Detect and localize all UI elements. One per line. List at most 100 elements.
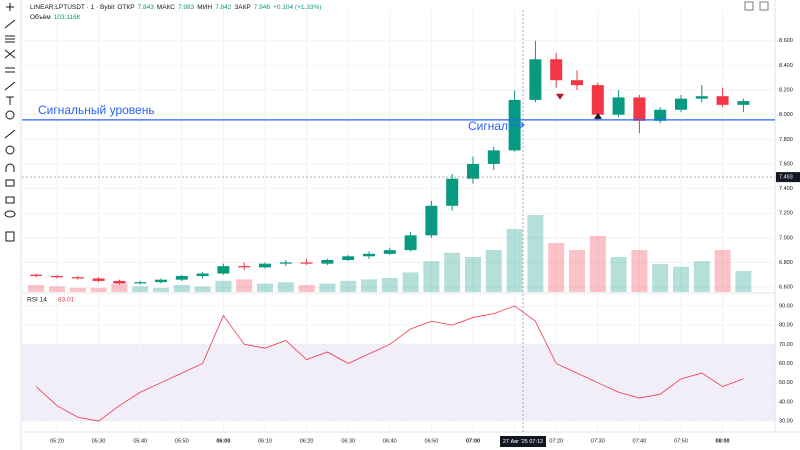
crosshair-time-box — [500, 436, 546, 447]
x-tick-label: 07:40 — [633, 438, 647, 444]
y2-tick-label: 40.00 — [779, 399, 793, 405]
line-tool[interactable] — [4, 19, 16, 29]
volume-bar — [381, 278, 398, 292]
x-tick-label: 06:20 — [300, 438, 314, 444]
stay-tool[interactable] — [5, 179, 15, 187]
x-tick-label: 07:30 — [591, 438, 605, 444]
settings-button[interactable] — [759, 1, 769, 11]
candle-body — [92, 278, 105, 281]
x-tick-label: 05:30 — [92, 438, 106, 444]
y-tick-label: 8.000 — [779, 112, 793, 118]
volume-bar — [236, 279, 253, 292]
volume-bar — [589, 236, 606, 292]
signal-level-label: Сигнальный уровень — [38, 103, 155, 117]
candle-body — [321, 259, 334, 264]
hide-tool[interactable] — [4, 210, 16, 218]
x-tick-label: 08:00 — [716, 438, 730, 444]
y2-tick-label: 30.00 — [779, 419, 793, 425]
volume-bar — [527, 215, 544, 292]
candle-body — [51, 275, 63, 278]
scroll-button[interactable] — [744, 1, 754, 11]
series-name: RSI 14 — [27, 297, 47, 304]
y-tick-label: 7.400 — [779, 186, 793, 192]
lock-tool[interactable] — [5, 196, 15, 204]
volume-bar — [652, 264, 669, 292]
y-tick-label: 7.000 — [779, 235, 793, 241]
symbol: LINEAR:LPTUSDT · 1 · Bybit — [30, 4, 115, 11]
y2-tick-label: 70.00 — [779, 342, 793, 348]
volume-bar — [90, 287, 107, 292]
candle-body — [404, 235, 417, 251]
zoom-tool[interactable] — [5, 145, 15, 155]
candle-body — [300, 262, 313, 264]
y-tick-label: 7.200 — [779, 211, 793, 217]
volume-bar — [465, 257, 481, 292]
crosshair-tool[interactable] — [6, 3, 14, 11]
candle-body — [155, 279, 167, 283]
volume-bar — [735, 271, 752, 292]
magnet-tool[interactable] — [5, 163, 15, 172]
volume-bar — [361, 279, 377, 292]
volume-label: Объём — [30, 13, 51, 21]
signal-arrow — [510, 121, 525, 129]
rsi-line — [35, 305, 744, 422]
delete-tool[interactable] — [5, 231, 15, 242]
legend-value: 7.946 — [254, 4, 271, 11]
volume-bar — [153, 287, 169, 292]
legend-value: 7.843 — [138, 4, 155, 11]
legend-label: ЗАКР — [234, 4, 250, 11]
volume-bar — [569, 250, 585, 292]
y2-tick-label: 50.00 — [779, 380, 793, 386]
candle-body — [342, 256, 355, 260]
legend-value: 7.842 — [215, 4, 232, 11]
volume-bar — [340, 280, 357, 292]
y-tick-label: 8.200 — [779, 87, 793, 93]
forecast-tool[interactable] — [5, 67, 15, 73]
fib-tool[interactable] — [5, 35, 15, 43]
volume-bar — [673, 266, 689, 292]
volume-bar — [49, 286, 65, 292]
volume-bar — [173, 285, 190, 292]
candle-body — [633, 97, 646, 121]
candle-body — [550, 59, 563, 81]
x-tick-label: 06:50 — [425, 438, 439, 444]
candle-body — [487, 150, 500, 164]
volume-bar — [423, 261, 440, 292]
candle-body — [571, 80, 583, 86]
x-tick-label: 06:40 — [383, 438, 397, 444]
volume-value: 103.116К — [54, 14, 81, 21]
x-tick-label: 05:50 — [175, 438, 189, 444]
candle-body — [695, 96, 708, 99]
volume-bar — [277, 282, 294, 292]
ruler-tool[interactable] — [4, 129, 16, 139]
candle-body — [175, 275, 188, 280]
sell-marker — [556, 93, 564, 100]
y-tick-label: 8.400 — [779, 63, 793, 69]
volume-bar — [28, 285, 45, 292]
volume-bar — [714, 250, 731, 292]
legend-label: МИН — [197, 4, 212, 11]
legend-value: 7.983 — [178, 4, 195, 11]
emoji-tool[interactable] — [5, 110, 15, 120]
crosshair-time: 27 Авг '25 07:12 — [503, 439, 543, 445]
candle-body — [716, 96, 729, 105]
volume-bar — [132, 286, 149, 292]
volume-bar — [631, 250, 648, 292]
pattern-tool[interactable] — [4, 49, 16, 59]
volume-bar — [444, 252, 461, 292]
signal-label: Сигнал — [468, 119, 508, 133]
candle-body — [446, 178, 459, 206]
y2-tick-label: 90.00 — [779, 303, 793, 309]
crosshair-price-box — [776, 172, 800, 183]
y-tick-label: 7.600 — [779, 161, 793, 167]
candle-body — [529, 59, 542, 100]
x-tick-label: 07:00 — [466, 438, 480, 444]
brush-tool[interactable] — [4, 81, 16, 91]
legend-label: МАКС — [157, 4, 175, 11]
y-tick-label: 6.800 — [779, 260, 793, 266]
text-tool[interactable] — [6, 96, 14, 105]
volume-bar — [506, 229, 523, 292]
change: +0.104 (+1.33%) — [273, 4, 321, 11]
candle-body — [363, 253, 375, 257]
